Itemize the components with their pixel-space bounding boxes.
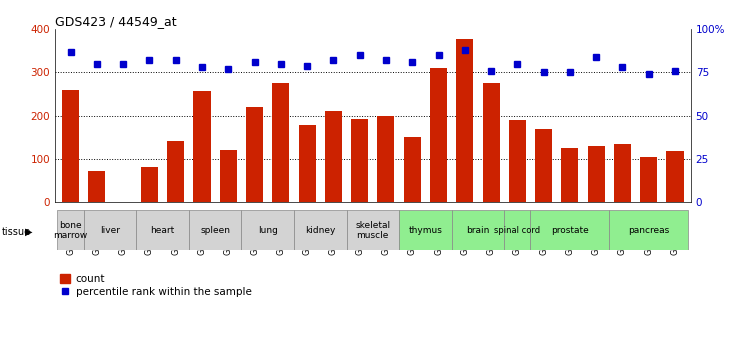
Bar (346, 210, 399, 250)
Bar (189, 210, 241, 250)
Bar (220, 150, 237, 202)
Text: kidney: kidney (305, 226, 336, 235)
Text: bone
marrow: bone marrow (53, 220, 88, 240)
Text: lung: lung (258, 226, 278, 235)
Bar (241, 210, 294, 250)
Bar (430, 68, 447, 202)
Bar (62, 90, 79, 202)
Bar (509, 120, 526, 202)
Bar (194, 90, 211, 202)
Bar (614, 144, 631, 202)
Text: brain: brain (466, 226, 490, 235)
Bar (377, 116, 395, 202)
Bar (325, 111, 342, 202)
Bar (272, 83, 289, 202)
Text: heart: heart (151, 226, 175, 235)
Bar (141, 167, 158, 202)
Text: spinal cord: spinal cord (494, 226, 540, 235)
Bar (667, 151, 683, 202)
Bar (351, 119, 368, 202)
Bar (535, 129, 552, 202)
Text: GDS423 / 44549_at: GDS423 / 44549_at (55, 15, 176, 28)
Bar (404, 137, 421, 202)
Text: thymus: thymus (409, 226, 442, 235)
Text: tissue: tissue (1, 227, 31, 237)
Text: ▶: ▶ (25, 227, 32, 237)
Bar (588, 146, 605, 202)
Bar (167, 141, 184, 202)
Bar (246, 107, 263, 202)
Bar (294, 210, 346, 250)
Bar (298, 125, 316, 202)
Text: prostate: prostate (551, 226, 588, 235)
Text: skeletal
muscle: skeletal muscle (355, 220, 390, 240)
Bar (136, 210, 189, 250)
Bar (531, 210, 610, 250)
Text: pancreas: pancreas (628, 226, 670, 235)
Bar (452, 210, 504, 250)
Bar (610, 210, 688, 250)
Bar (561, 148, 578, 202)
Bar (88, 171, 105, 202)
Bar (504, 210, 531, 250)
Bar (456, 39, 474, 202)
Bar (482, 83, 499, 202)
Bar (640, 157, 657, 202)
Bar (58, 210, 84, 250)
Legend: count, percentile rank within the sample: count, percentile rank within the sample (60, 274, 251, 297)
Bar (84, 210, 136, 250)
Text: liver: liver (100, 226, 120, 235)
Text: spleen: spleen (200, 226, 230, 235)
Bar (399, 210, 452, 250)
